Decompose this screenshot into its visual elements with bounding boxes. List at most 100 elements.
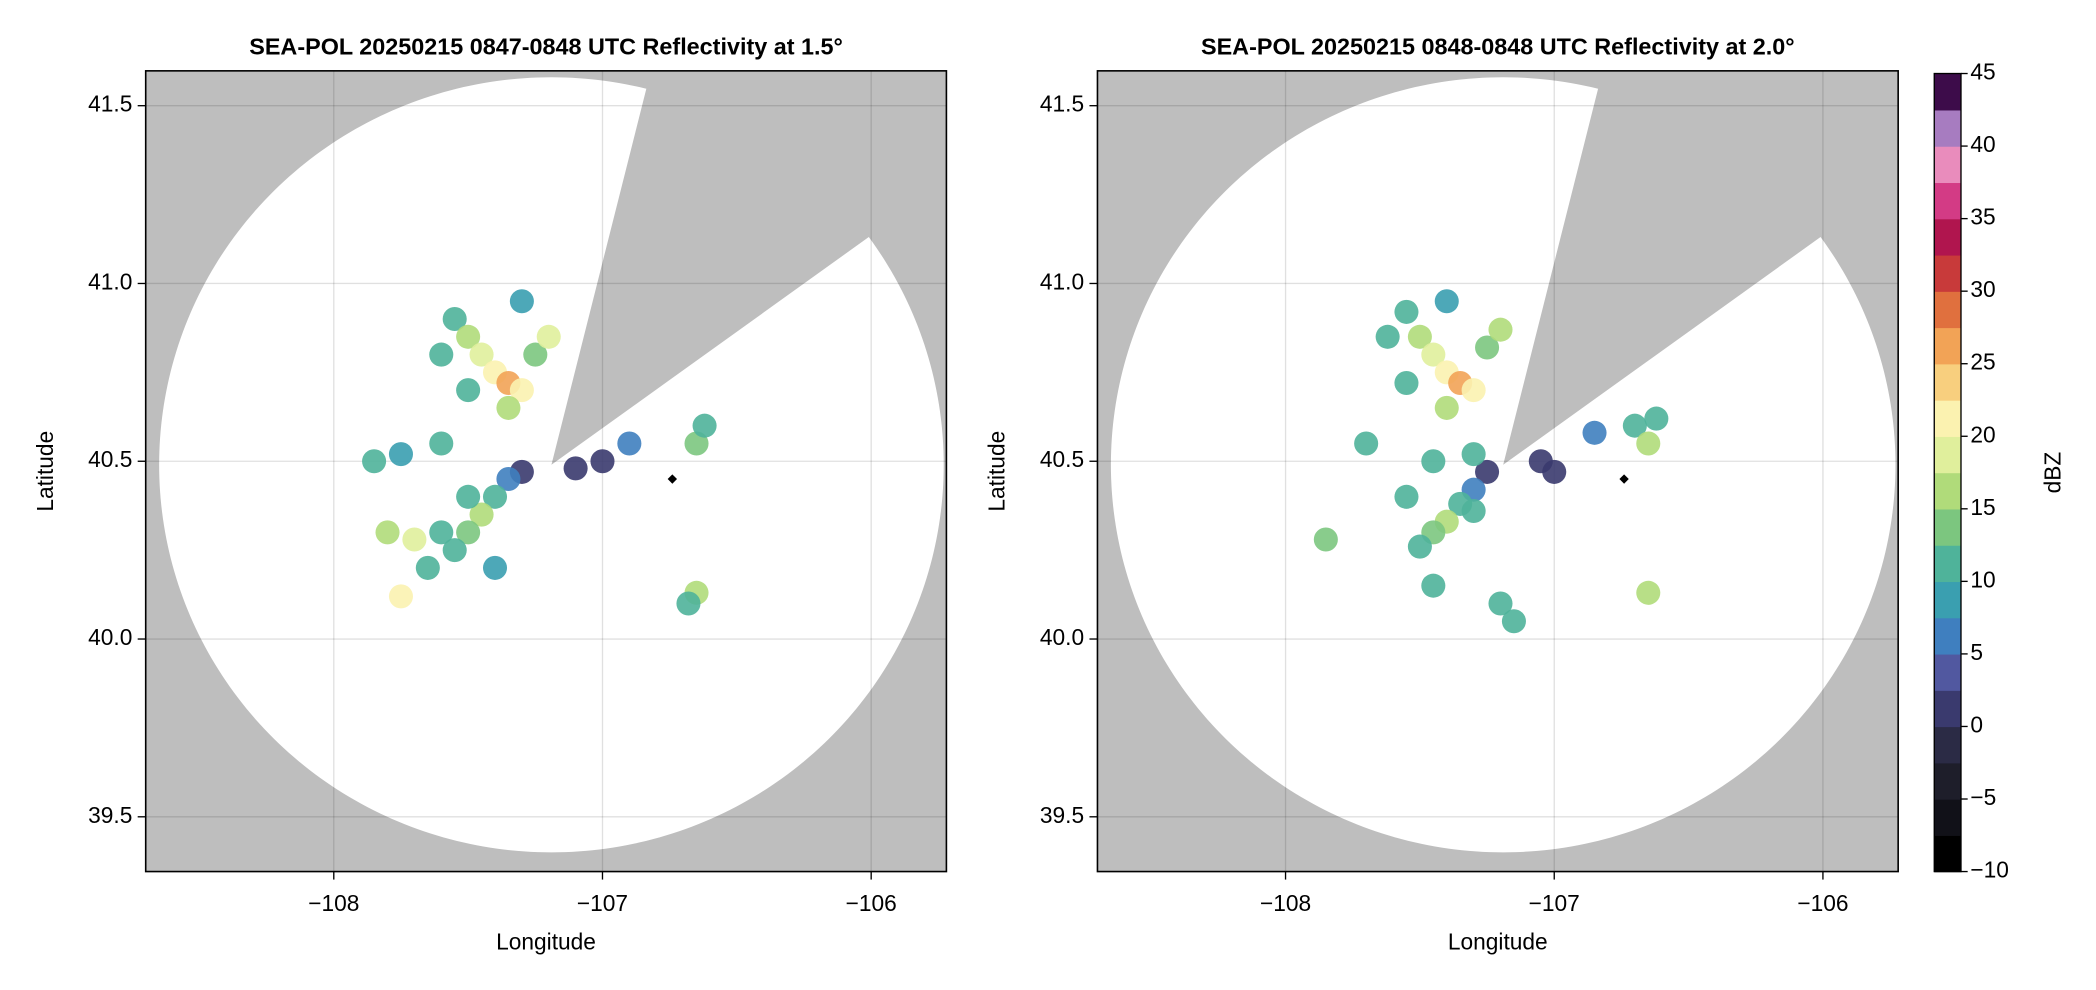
- echo: [402, 527, 427, 552]
- echo: [496, 466, 521, 492]
- echo: [523, 342, 548, 367]
- echo: [469, 502, 494, 527]
- echo: [1582, 420, 1607, 445]
- echo: [429, 431, 454, 456]
- colorbar-tick-label: 15: [1970, 494, 1995, 520]
- colorbar-tick-label: 40: [1970, 131, 1995, 157]
- y-axis-label: Latitude: [32, 431, 58, 512]
- x-tick-label: −107: [1529, 890, 1580, 916]
- axes-frame: [1096, 70, 1899, 873]
- colorbar-swatch: [1934, 653, 1961, 691]
- echo: [482, 555, 508, 580]
- echo: [1488, 591, 1513, 616]
- plot-area: [145, 70, 947, 872]
- colorbar-swatch: [1934, 799, 1961, 836]
- radar-coverage: [1110, 77, 1896, 853]
- echo: [1488, 317, 1513, 342]
- echo: [496, 395, 521, 420]
- echo: [1313, 527, 1338, 552]
- colorbar-swatch: [1934, 182, 1961, 220]
- echo: [1542, 459, 1567, 484]
- axes-frame: [144, 70, 948, 873]
- x-tick-label: −106: [846, 890, 897, 916]
- echo: [509, 289, 534, 314]
- colorbar-tick-label: 5: [1970, 639, 1983, 665]
- echo: [1461, 378, 1486, 403]
- echo: [617, 431, 642, 456]
- y-tick-label: 39.5: [1040, 802, 1084, 828]
- colorbar-tick-label: 35: [1970, 204, 1995, 230]
- echo: [676, 591, 701, 616]
- echo: [1375, 324, 1400, 349]
- colorbar-swatch: [1934, 291, 1961, 329]
- echo: [1636, 580, 1661, 605]
- colorbar-tick-label: 45: [1970, 59, 1995, 85]
- echo: [509, 378, 534, 403]
- echo: [1644, 406, 1669, 431]
- echo: [442, 538, 467, 563]
- echo: [415, 555, 440, 580]
- y-tick-label: 41.0: [1040, 268, 1084, 294]
- colorbar-tick-label: −5: [1970, 784, 1996, 810]
- y-tick-label: 40.0: [1040, 624, 1084, 650]
- colorbar-tick-label: 10: [1970, 566, 1995, 592]
- echo: [1421, 342, 1446, 367]
- echo: [469, 342, 494, 367]
- echo: [536, 324, 561, 349]
- echo: [362, 449, 387, 474]
- y-tick-label: 39.5: [88, 802, 132, 828]
- colorbar-swatch: [1934, 218, 1961, 256]
- colorbar-tick-label: 0: [1970, 711, 1983, 737]
- echo: [1394, 370, 1419, 396]
- colorbar-tick-label: 20: [1970, 421, 1995, 447]
- echo: [1354, 431, 1379, 456]
- echo: [1622, 413, 1647, 438]
- colorbar-swatch: [1934, 146, 1961, 184]
- echo: [1501, 609, 1526, 634]
- marker: [1619, 474, 1629, 484]
- echo: [442, 306, 467, 332]
- echo: [1636, 431, 1661, 456]
- echo: [1434, 289, 1459, 314]
- colorbar-swatch: [1934, 73, 1961, 111]
- colorbar-swatch: [1934, 617, 1961, 655]
- x-tick-label: −107: [577, 890, 628, 916]
- echo: [590, 449, 615, 474]
- echo: [388, 442, 413, 467]
- x-tick-label: −108: [1260, 890, 1311, 916]
- x-tick-label: −108: [308, 890, 359, 916]
- echo: [1407, 324, 1432, 349]
- echo: [1461, 498, 1486, 524]
- colorbar-swatch: [1934, 109, 1961, 147]
- colorbar-tick-label: 30: [1970, 276, 1995, 302]
- echo: [1407, 534, 1432, 559]
- echo: [456, 324, 481, 349]
- echo: [1394, 299, 1419, 324]
- radar-coverage: [159, 77, 944, 853]
- x-axis-label: Longitude: [496, 929, 596, 955]
- echo: [388, 584, 413, 609]
- echo: [692, 413, 717, 438]
- y-tick-label: 40.5: [1040, 446, 1084, 472]
- echo: [563, 456, 588, 481]
- y-tick-label: 41.0: [88, 268, 132, 294]
- echo: [1475, 335, 1500, 360]
- colorbar-swatch: [1934, 835, 1961, 873]
- colorbar-swatch: [1934, 690, 1961, 728]
- colorbar-swatch: [1934, 436, 1961, 474]
- colorbar-frame: [1933, 72, 1962, 873]
- colorbar-swatch: [1934, 254, 1961, 292]
- colorbar-swatch: [1934, 545, 1961, 583]
- marker: [667, 474, 678, 484]
- y-tick-label: 41.5: [88, 91, 132, 117]
- echo: [429, 342, 454, 367]
- echo: [1434, 395, 1459, 420]
- colorbar-swatch: [1934, 472, 1961, 510]
- colorbar-swatch: [1934, 327, 1961, 365]
- echo: [1421, 449, 1446, 474]
- echo: [1461, 442, 1486, 467]
- chart-title: SEA-POL 20250215 0847-0848 UTC Reflectiv…: [249, 33, 843, 59]
- y-tick-label: 40.5: [88, 446, 132, 472]
- colorbar-label: dBZ: [2040, 452, 2066, 494]
